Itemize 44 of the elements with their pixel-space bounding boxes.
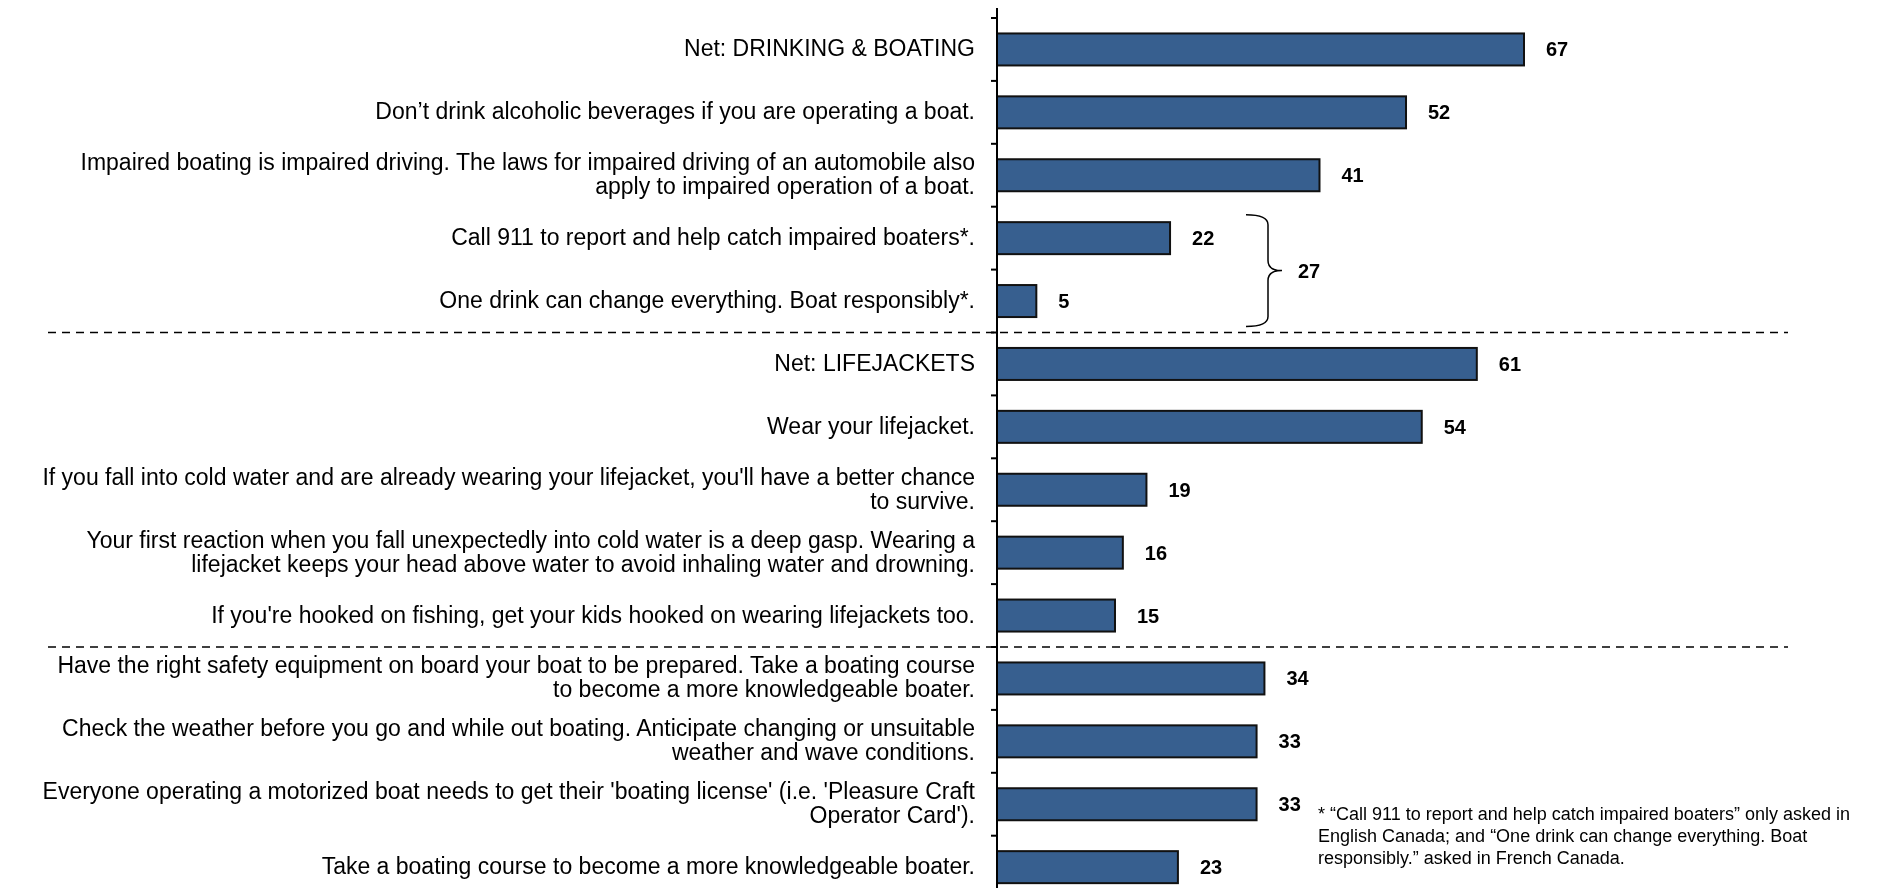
data-label: 19 (1168, 478, 1191, 501)
bar (996, 472, 1148, 507)
y-tick-label: Net: LIFEJACKETS (774, 349, 975, 376)
bar (996, 535, 1124, 570)
bar (996, 724, 1258, 759)
y-tick-label: Call 911 to report and help catch impaired boaters*. (451, 224, 975, 251)
data-label: 34 (1286, 667, 1310, 690)
y-tick-label: Wear your lifejacket. (767, 412, 975, 439)
data-label: 52 (1428, 101, 1451, 124)
bar (996, 95, 1408, 130)
data-label: 61 (1498, 352, 1522, 375)
data-label: 54 (1443, 415, 1467, 438)
y-tick-label: Take a boating course to become a more knowledgeable boater. (321, 853, 975, 880)
data-label: 33 (1278, 730, 1301, 753)
y-tick-label: Your first reaction when you fall unexpectedly into cold water is a deep gasp. Wearing a lifejacket keeps your head above water to avoid inhaling water and drowning. (86, 526, 976, 577)
bar (996, 346, 1478, 381)
data-label: 23 (1199, 856, 1223, 879)
bar (996, 787, 1258, 822)
data-label: 5 (1058, 290, 1070, 313)
y-tick-label: Everyone operating a motorized boat needs to get their 'boating license' (i.e. 'Pleasure Craft Operator Card'). (42, 778, 976, 829)
y-tick-label: Impaired boating is impaired driving. The laws for impaired driving of an automobile also apply to impaired operation of a boat. (80, 149, 975, 200)
bar (996, 158, 1321, 193)
y-tick-label: Net: DRINKING & BOATING (684, 35, 975, 62)
bar (996, 221, 1172, 256)
y-tick-label: Check the weather before you go and while out boating. Anticipate changing or unsuitable weather and wave conditions. (62, 715, 975, 766)
bar (996, 598, 1116, 633)
annotation: * “Call 911 to report and help catch impaired boaters” only asked in English Canada; and “One drink can change everything. Boat responsibly.” asked in French Canada. (1318, 804, 1850, 868)
data-label: 22 (1192, 227, 1215, 250)
data-label: 41 (1341, 164, 1364, 187)
data-label: 33 (1278, 793, 1301, 816)
bar (996, 32, 1525, 67)
y-tick-label: One drink can change everything. Boat responsibly*. (439, 287, 975, 314)
bar (996, 850, 1179, 885)
data-label: 16 (1144, 541, 1168, 564)
data-label: 15 (1136, 604, 1160, 627)
data-label: 67 (1546, 38, 1569, 61)
bar (996, 284, 1038, 319)
bar (996, 661, 1266, 696)
annotation: 27 (1298, 259, 1321, 282)
y-tick-label: If you're hooked on fishing, get your kids hooked on wearing lifejackets too. (211, 601, 975, 628)
y-tick-label: If you fall into cold water and are already wearing your lifejacket, you'll have a better chance to survive. (42, 463, 975, 514)
y-tick-label: Have the right safety equipment on board your boat to be prepared. Take a boating course to become a more knowledgeable boater. (57, 652, 975, 703)
bar (996, 409, 1423, 444)
y-tick-label: Don’t drink alcoholic beverages if you are operating a boat. (375, 98, 975, 125)
